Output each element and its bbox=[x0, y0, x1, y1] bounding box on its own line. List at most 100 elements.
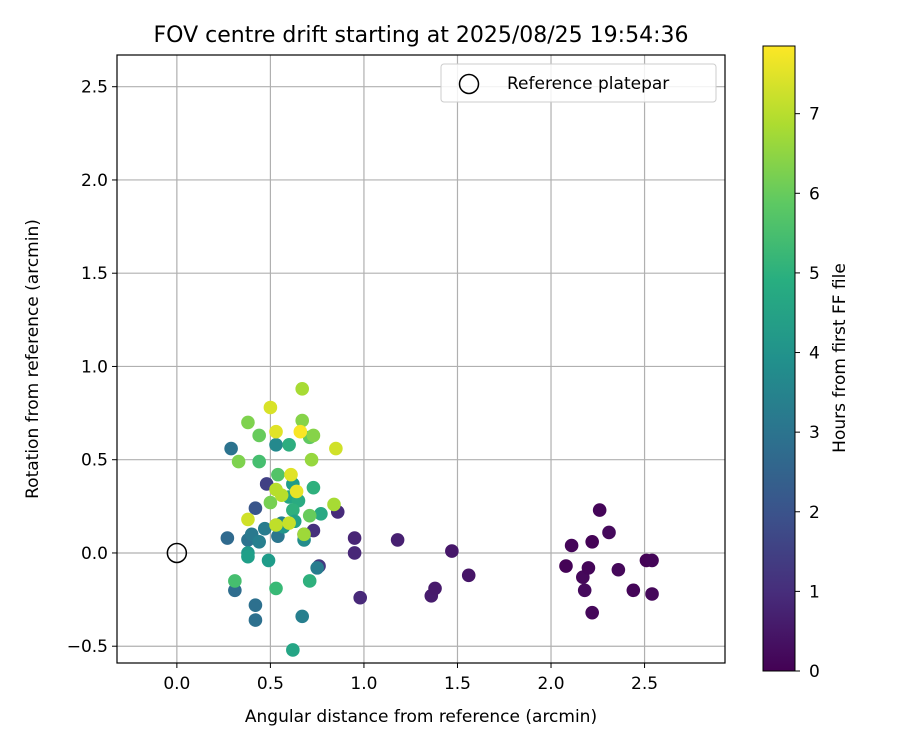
data-point bbox=[252, 534, 266, 549]
colorbar-tick-label: 3 bbox=[809, 423, 820, 443]
data-point bbox=[282, 516, 296, 530]
reference-point-layer bbox=[166, 542, 188, 564]
plot-frame bbox=[116, 54, 726, 664]
y-tick-label: −0.5 bbox=[67, 637, 108, 657]
data-point bbox=[293, 424, 308, 439]
x-tick-label: 1.5 bbox=[444, 674, 471, 694]
data-point bbox=[282, 437, 296, 452]
data-point bbox=[302, 574, 317, 588]
data-point bbox=[564, 538, 579, 553]
legend: Reference platepar bbox=[440, 63, 717, 103]
data-point bbox=[559, 559, 573, 573]
data-point bbox=[445, 544, 459, 558]
legend-marker-open-circle bbox=[458, 73, 480, 95]
y-tick-label: 2.5 bbox=[81, 78, 108, 98]
data-point bbox=[271, 467, 285, 482]
x-tick-label: 0.0 bbox=[163, 674, 190, 694]
data-point bbox=[347, 546, 362, 560]
data-point bbox=[263, 400, 278, 415]
data-point bbox=[228, 583, 242, 598]
data-point bbox=[304, 452, 319, 467]
data-point bbox=[248, 613, 263, 627]
reference-platepar-marker bbox=[166, 542, 188, 564]
colorbar-label: Hours from first FF file bbox=[830, 263, 850, 453]
legend-box bbox=[440, 63, 717, 103]
data-point bbox=[577, 583, 592, 598]
colorbar: 0 1 2 3 4 5 6 7 Hours from first FF file bbox=[762, 45, 850, 682]
data-point bbox=[390, 533, 405, 547]
colorbar-gradient bbox=[762, 45, 796, 672]
data-point bbox=[592, 503, 607, 517]
x-tick-label: 2.5 bbox=[631, 674, 658, 694]
data-point bbox=[329, 441, 343, 456]
data-point bbox=[269, 424, 283, 439]
data-point bbox=[314, 506, 328, 521]
data-point bbox=[274, 488, 289, 502]
x-tick-label: 1.0 bbox=[350, 674, 377, 694]
data-points bbox=[220, 382, 659, 657]
colorbar-tick-label: 7 bbox=[809, 105, 820, 125]
data-point bbox=[263, 495, 278, 510]
data-point bbox=[241, 549, 255, 564]
x-axis-ticks: 0.0 0.5 1.0 1.5 2.0 2.5 bbox=[163, 663, 658, 694]
data-point bbox=[284, 467, 298, 482]
y-axis-ticks: −0.5 0.0 0.5 1.0 1.5 2.0 2.5 bbox=[67, 78, 117, 657]
y-tick-label: 0.0 bbox=[81, 544, 108, 564]
y-tick-label: 0.5 bbox=[81, 451, 108, 471]
data-point bbox=[228, 574, 242, 588]
x-tick-label: 2.0 bbox=[537, 674, 564, 694]
data-point bbox=[295, 413, 310, 428]
data-point bbox=[252, 428, 266, 443]
colorbar-tick-label: 0 bbox=[809, 662, 820, 682]
data-point bbox=[581, 561, 596, 575]
data-point bbox=[269, 437, 283, 452]
data-point bbox=[295, 382, 310, 396]
y-tick-label: 1.5 bbox=[81, 264, 108, 284]
data-point bbox=[645, 587, 659, 601]
data-point bbox=[297, 527, 311, 542]
data-point bbox=[428, 581, 442, 596]
chart-title: FOV centre drift starting at 2025/08/25 … bbox=[154, 23, 689, 48]
data-point bbox=[248, 501, 263, 516]
data-point bbox=[302, 508, 317, 523]
data-point bbox=[461, 568, 476, 583]
data-point bbox=[347, 531, 362, 545]
y-tick-label: 1.0 bbox=[81, 357, 108, 377]
data-point bbox=[241, 512, 255, 527]
data-point bbox=[645, 553, 659, 568]
grid bbox=[117, 55, 725, 663]
data-point bbox=[353, 590, 368, 605]
data-point bbox=[306, 480, 321, 495]
data-point bbox=[269, 581, 283, 596]
data-point bbox=[220, 531, 235, 545]
data-point bbox=[261, 553, 276, 568]
data-point bbox=[327, 497, 341, 512]
colorbar-tick-label: 6 bbox=[809, 184, 820, 204]
data-point bbox=[252, 454, 266, 469]
data-point bbox=[224, 441, 238, 456]
colorbar-tick-label: 4 bbox=[809, 344, 820, 364]
colorbar-tick-label: 1 bbox=[809, 582, 820, 602]
colorbar-tick-label: 5 bbox=[809, 264, 820, 284]
y-tick-label: 2.0 bbox=[81, 171, 108, 191]
legend-label: Reference platepar bbox=[507, 74, 669, 94]
data-point bbox=[310, 561, 324, 575]
data-point bbox=[585, 534, 599, 549]
colorbar-ticks: 0 1 2 3 4 5 6 7 bbox=[795, 105, 820, 682]
data-point bbox=[286, 643, 300, 657]
colorbar-tick-label: 2 bbox=[809, 503, 820, 523]
data-point bbox=[241, 415, 255, 430]
data-point bbox=[231, 454, 246, 469]
data-point bbox=[295, 609, 310, 624]
data-point bbox=[269, 518, 283, 532]
data-point bbox=[248, 598, 263, 612]
data-point bbox=[585, 605, 599, 620]
data-point bbox=[289, 484, 304, 499]
x-tick-label: 0.5 bbox=[257, 674, 284, 694]
data-point bbox=[602, 525, 616, 540]
x-axis-label: Angular distance from reference (arcmin) bbox=[245, 707, 597, 727]
data-point bbox=[306, 428, 321, 443]
data-point bbox=[611, 562, 626, 577]
data-point bbox=[626, 583, 641, 598]
